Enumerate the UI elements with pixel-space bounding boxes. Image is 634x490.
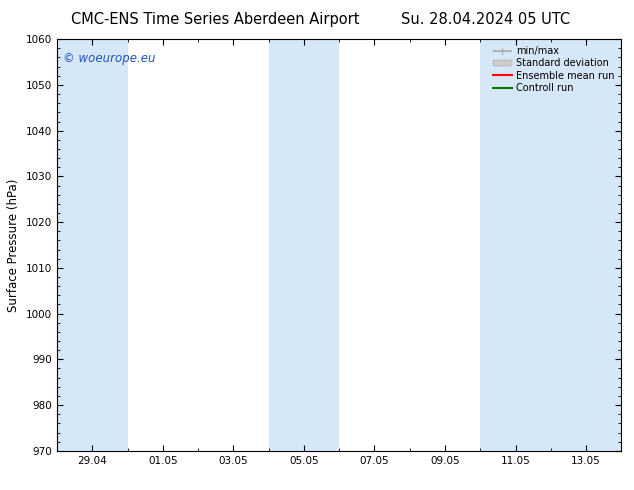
- Bar: [269, 39, 339, 451]
- Y-axis label: Surface Pressure (hPa): Surface Pressure (hPa): [8, 178, 20, 312]
- Bar: [481, 39, 621, 451]
- Text: CMC-ENS Time Series Aberdeen Airport: CMC-ENS Time Series Aberdeen Airport: [71, 12, 359, 27]
- Bar: [57, 39, 127, 451]
- Legend: min/max, Standard deviation, Ensemble mean run, Controll run: min/max, Standard deviation, Ensemble me…: [491, 44, 616, 95]
- Text: Su. 28.04.2024 05 UTC: Su. 28.04.2024 05 UTC: [401, 12, 571, 27]
- Text: © woeurope.eu: © woeurope.eu: [63, 51, 155, 65]
